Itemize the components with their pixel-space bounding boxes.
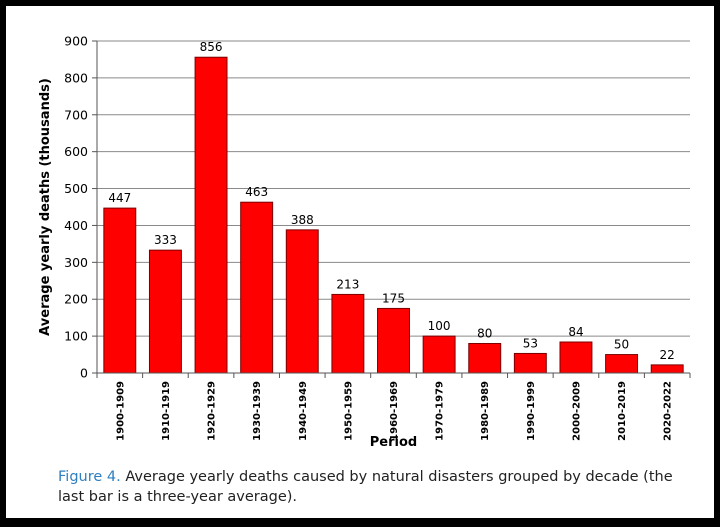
- x-tick-label: 1990-1999: [526, 381, 537, 441]
- x-tick-label: 1920-1929: [207, 381, 218, 441]
- bar-value-label: 333: [154, 233, 177, 247]
- y-tick-label: 100: [64, 329, 88, 344]
- bar: [650, 364, 684, 374]
- x-tick-label: 1940-1949: [298, 381, 309, 441]
- bar-value-label: 213: [336, 277, 359, 291]
- bar-value-label: 50: [614, 338, 629, 352]
- x-axis-ticks: 1900-1909 1910-1919 1920-1929 1930-1939 1940…: [96, 373, 691, 441]
- bar: [285, 229, 319, 374]
- caption-text: Average yearly deaths caused by natural …: [58, 469, 673, 505]
- bar-value-label: 175: [382, 291, 405, 305]
- bar-value-label: 22: [660, 348, 675, 362]
- bar: [331, 293, 365, 374]
- x-tick-label: 2020-2022: [663, 381, 674, 441]
- y-tick-label: 800: [64, 70, 88, 85]
- figure-caption: Figure 4. Average yearly deaths caused b…: [58, 467, 698, 507]
- bar-value-label: 100: [428, 319, 451, 333]
- x-tick-label: 1980-1989: [480, 381, 491, 441]
- y-tick-label: 700: [64, 107, 88, 122]
- bar-value-label: 463: [245, 185, 268, 199]
- bars: [103, 56, 684, 374]
- bar-value-label: 447: [108, 191, 131, 205]
- bar-value-label: 53: [523, 336, 538, 350]
- y-tick-label: 0: [80, 366, 88, 381]
- x-tick-label: 1950-1959: [343, 381, 354, 441]
- bar-value-label: 856: [200, 40, 223, 54]
- y-tick-label: 600: [64, 144, 88, 159]
- bar: [422, 335, 456, 374]
- bar: [605, 354, 639, 374]
- bar-value-label: 84: [568, 325, 583, 339]
- y-axis-ticks: 0 100 200 300 400 500 600 700 800 900: [64, 34, 97, 381]
- bar: [103, 207, 137, 374]
- bar: [559, 341, 593, 374]
- y-tick-label: 200: [64, 292, 88, 307]
- x-axis-label: Period: [370, 435, 417, 450]
- y-tick-label: 500: [64, 181, 88, 196]
- bar: [148, 249, 182, 374]
- figure-number: Figure 4.: [58, 469, 121, 485]
- bar: [468, 342, 502, 374]
- y-tick-label: 300: [64, 255, 88, 270]
- bar-value-labels: 447 333 856 463 388 213 175 100 80 53 84 50 22: [108, 40, 674, 362]
- bar: [377, 307, 410, 374]
- bar: [240, 201, 274, 374]
- y-axis-label: Average yearly deaths (thousands): [38, 78, 53, 336]
- bar: [513, 352, 547, 374]
- x-tick-label: 2010-2019: [617, 381, 628, 441]
- bar-chart: 0 100 200 300 400 500 600 700 800 900 447 333 856 46…: [38, 34, 691, 450]
- figure-panel: 0 100 200 300 400 500 600 700 800 900 447 333 856 46…: [6, 6, 714, 518]
- x-tick-label: 1930-1939: [252, 381, 263, 441]
- x-tick-label: 2000-2009: [571, 381, 582, 441]
- x-tick-label: 1960-1969: [389, 381, 400, 441]
- bar: [194, 56, 228, 374]
- bar-value-label: 388: [291, 213, 314, 227]
- x-tick-label: 1910-1919: [161, 381, 172, 441]
- y-tick-label: 400: [64, 218, 88, 233]
- y-tick-label: 900: [64, 34, 88, 49]
- x-tick-label: 1900-1909: [115, 381, 126, 441]
- bar-value-label: 80: [477, 326, 492, 340]
- x-tick-label: 1970-1979: [435, 381, 446, 441]
